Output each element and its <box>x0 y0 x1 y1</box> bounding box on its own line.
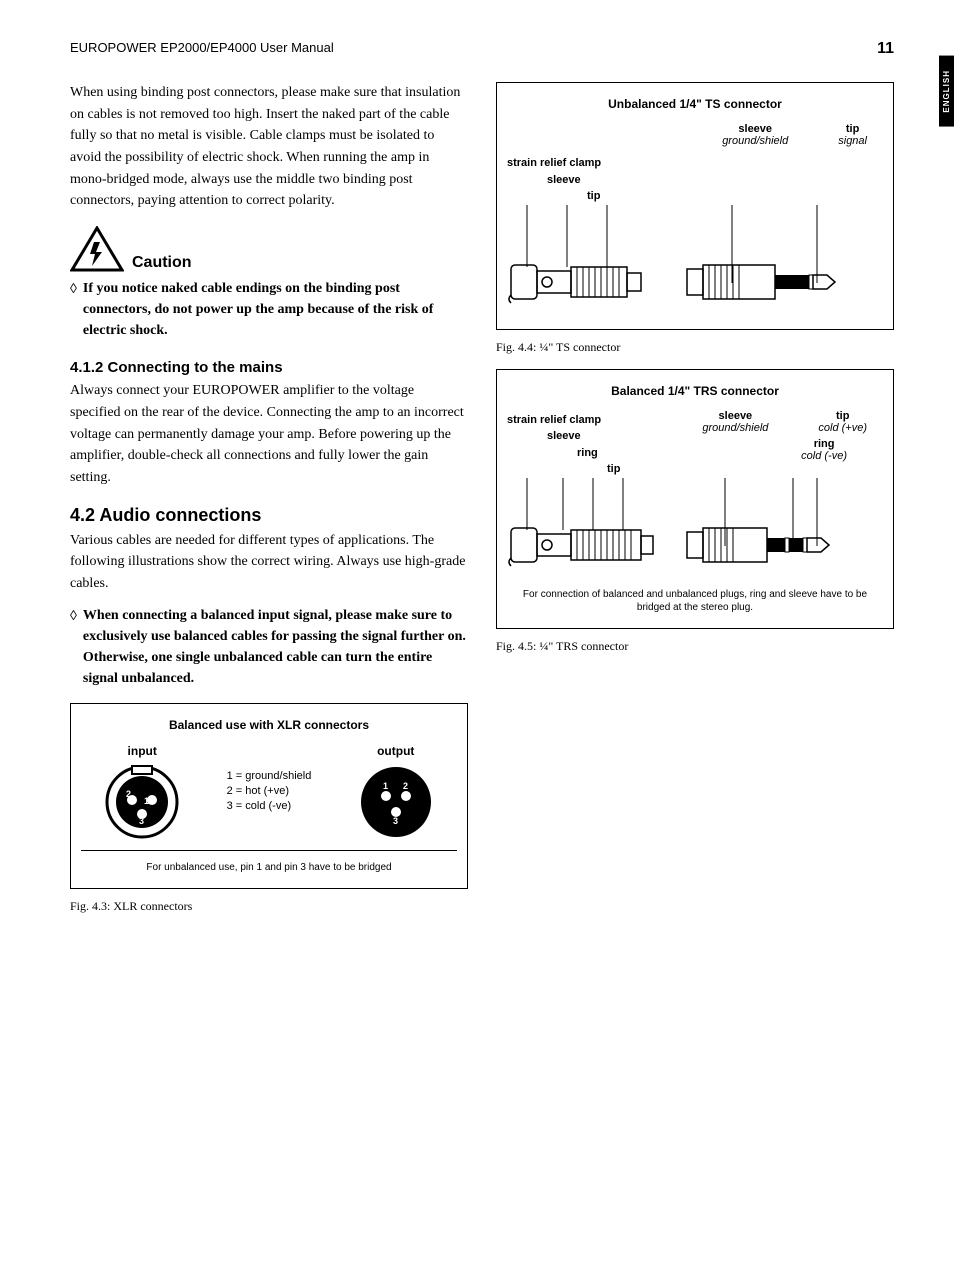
figure-4-5-caption: Fig. 4.5: ¼" TRS connector <box>496 639 894 654</box>
ts-sleeve-label: sleeve <box>722 123 788 135</box>
trs-tip-label: tip <box>818 410 867 422</box>
trs-sleeve-label: sleeve <box>702 410 768 422</box>
xlr-pin-legend: 1 = ground/shield 2 = hot (+ve) 3 = cold… <box>227 769 312 815</box>
warning-icon <box>70 226 124 272</box>
heading-4-2: 4.2 Audio connections <box>70 505 468 526</box>
caution-bullet: ◊ If you notice naked cable endings on t… <box>70 278 468 341</box>
figure-4-5-note: For connection of balanced and unbalance… <box>507 588 883 614</box>
ts-left-labels: strain relief clamp sleeve tip <box>507 155 883 205</box>
caution-label: Caution <box>132 254 192 272</box>
trs-sleeve-sub: ground/shield <box>702 422 768 434</box>
manual-title: EUROPOWER EP2000/EP4000 User Manual <box>70 40 334 55</box>
bullet-marker-icon: ◊ <box>70 605 77 689</box>
paragraph-mains: Always connect your EUROPOWER amplifier … <box>70 380 468 488</box>
ts-tip-toplabel: tipsignal <box>838 123 867 147</box>
xlr-input-col: input 1 2 3 <box>104 744 180 840</box>
ts-top-labels: sleeveground/shield tipsignal <box>507 123 883 151</box>
figure-4-3-caption: Fig. 4.3: XLR connectors <box>70 899 468 914</box>
xlr-output-col: output 1 2 3 <box>358 744 434 840</box>
left-column: When using binding post connectors, plea… <box>70 82 468 928</box>
figure-divider <box>81 850 457 851</box>
ts-connector-diagram <box>507 205 847 315</box>
xlr-row: input 1 2 3 <box>81 744 457 840</box>
trs-ring-sub: cold (-ve) <box>801 450 847 462</box>
ts-sleeve-left: sleeve <box>507 172 883 189</box>
caution-block: Caution ◊ If you notice naked cable endi… <box>70 226 468 341</box>
figure-4-4-title: Unbalanced 1/4" TS connector <box>507 97 883 111</box>
svg-text:1: 1 <box>144 796 149 806</box>
audio-bullet-text: When connecting a balanced input signal,… <box>83 605 468 689</box>
bullet-marker-icon: ◊ <box>70 278 77 341</box>
page: ENGLISH EUROPOWER EP2000/EP4000 User Man… <box>0 0 954 968</box>
figure-4-4-box: Unbalanced 1/4" TS connector sleevegroun… <box>496 82 894 330</box>
xlr-output-icon: 1 2 3 <box>358 764 434 840</box>
trs-sleeve-toplabel: sleeveground/shield <box>702 410 768 434</box>
figure-4-3-box: Balanced use with XLR connectors input 1 <box>70 703 468 889</box>
ts-sleeve-toplabel: sleeveground/shield <box>722 123 788 147</box>
page-number: 11 <box>877 40 894 58</box>
page-header: EUROPOWER EP2000/EP4000 User Manual 11 <box>70 40 894 58</box>
svg-text:2: 2 <box>126 789 131 799</box>
xlr-input-label: input <box>128 744 157 758</box>
ts-tip-sub: signal <box>838 135 867 147</box>
figure-4-5-box: Balanced 1/4" TRS connector sleeveground… <box>496 369 894 629</box>
trs-connector-diagram <box>507 478 847 578</box>
svg-text:3: 3 <box>139 816 144 826</box>
language-tab: ENGLISH <box>939 56 954 127</box>
figure-4-4-caption: Fig. 4.4: ¼" TS connector <box>496 340 894 355</box>
trs-tip-left: tip <box>507 461 883 478</box>
xlr-input-icon: 1 2 3 <box>104 764 180 840</box>
right-column: Unbalanced 1/4" TS connector sleevegroun… <box>496 82 894 928</box>
xlr-pin-3: 3 = cold (-ve) <box>227 799 312 814</box>
trs-tip-sub: cold (+ve) <box>818 422 867 434</box>
caution-header: Caution <box>70 226 468 272</box>
figure-4-5-title: Balanced 1/4" TRS connector <box>507 384 883 398</box>
xlr-pin-1: 1 = ground/shield <box>227 769 312 784</box>
figure-4-3-note: For unbalanced use, pin 1 and pin 3 have… <box>81 861 457 874</box>
xlr-pin-2: 2 = hot (+ve) <box>227 784 312 799</box>
trs-tip-toplabel: tipcold (+ve) <box>818 410 867 434</box>
ts-sleeve-sub: ground/shield <box>722 135 788 147</box>
figure-4-3-title: Balanced use with XLR connectors <box>81 718 457 732</box>
svg-text:1: 1 <box>383 781 388 791</box>
audio-bullet: ◊ When connecting a balanced input signa… <box>70 605 468 689</box>
paragraph-audio: Various cables are needed for different … <box>70 530 468 595</box>
content-columns: When using binding post connectors, plea… <box>70 82 894 928</box>
trs-ring-toplabel: ringcold (-ve) <box>801 438 847 462</box>
trs-ring-label: ring <box>801 438 847 450</box>
ts-tip-label: tip <box>838 123 867 135</box>
ts-tip-left: tip <box>507 188 883 205</box>
svg-text:2: 2 <box>403 781 408 791</box>
svg-text:3: 3 <box>393 816 398 826</box>
xlr-output-label: output <box>377 744 414 758</box>
caution-bullet-text: If you notice naked cable endings on the… <box>83 278 468 341</box>
paragraph-binding-posts: When using binding post connectors, plea… <box>70 82 468 212</box>
heading-4-1-2: 4.1.2 Connecting to the mains <box>70 359 468 376</box>
ts-strain-label: strain relief clamp <box>507 155 883 172</box>
